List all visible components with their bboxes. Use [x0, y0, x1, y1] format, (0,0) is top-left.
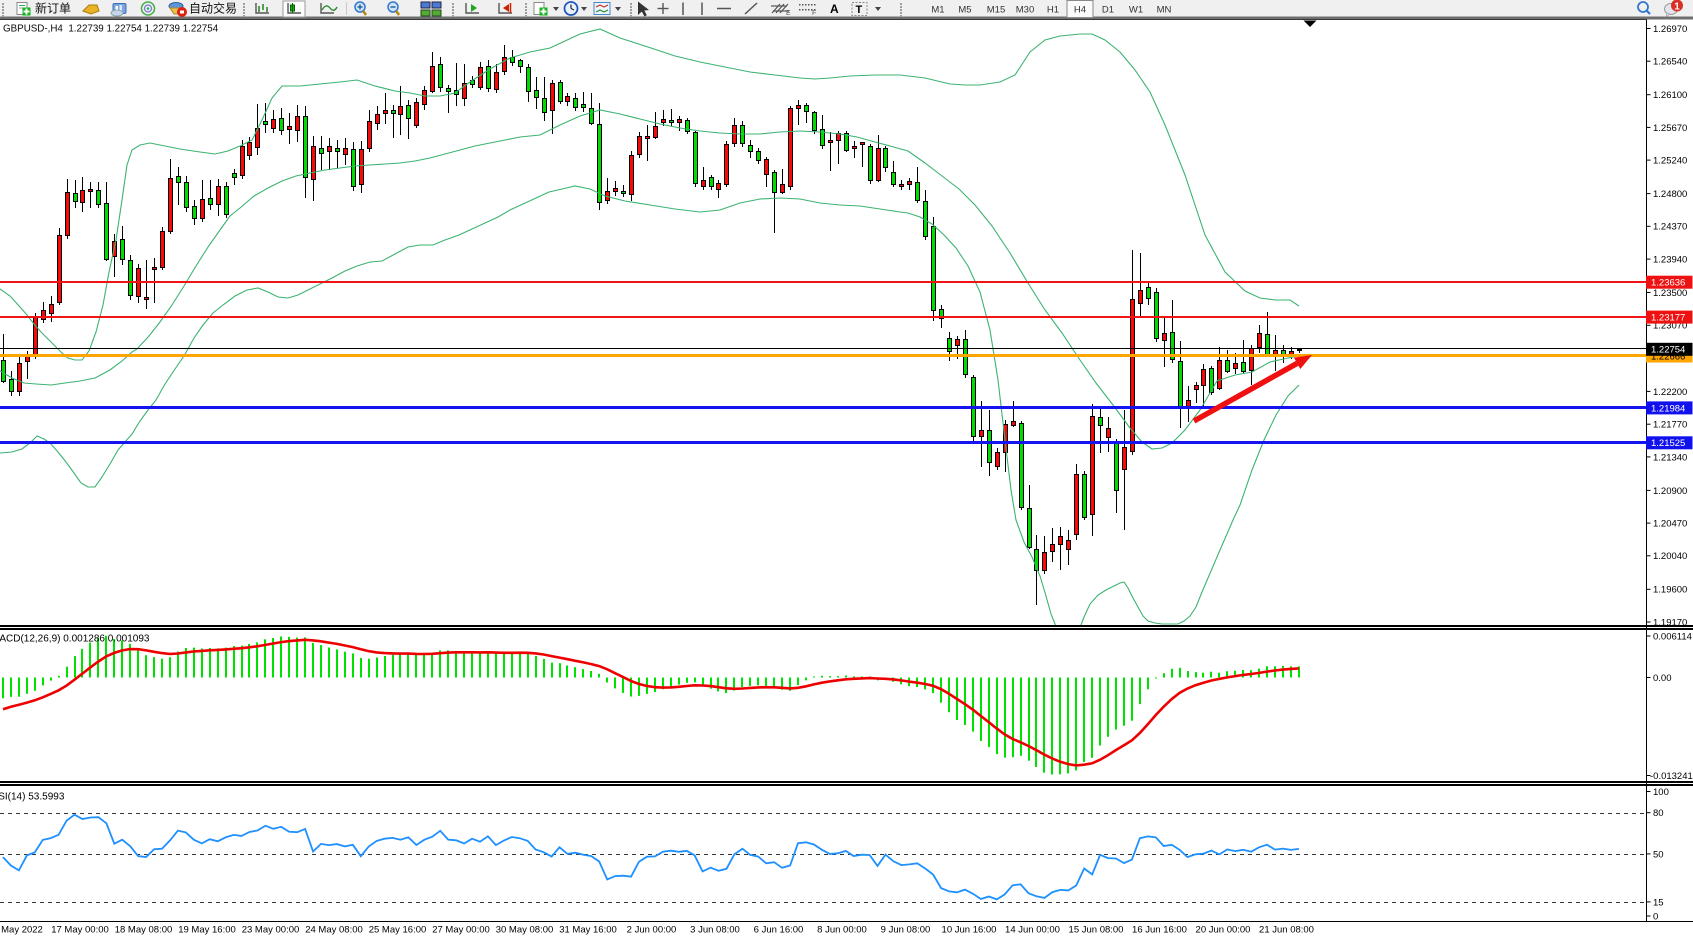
svg-text:21 Jun 08:00: 21 Jun 08:00 — [1259, 925, 1314, 936]
svg-text:H4: H4 — [1074, 5, 1086, 16]
svg-text:D1: D1 — [1102, 5, 1114, 16]
svg-text:1.19170: 1.19170 — [1653, 617, 1687, 628]
svg-text:T: T — [856, 4, 863, 16]
svg-text:1.25670: 1.25670 — [1653, 123, 1687, 134]
svg-text:19 May 16:00: 19 May 16:00 — [178, 925, 236, 936]
svg-text:M1: M1 — [931, 5, 944, 16]
svg-text:1.22200: 1.22200 — [1653, 387, 1687, 398]
svg-text:31 May 16:00: 31 May 16:00 — [559, 925, 617, 936]
svg-text:1.23636: 1.23636 — [1651, 278, 1685, 289]
svg-text:1.21340: 1.21340 — [1653, 452, 1687, 463]
svg-text:15: 15 — [1653, 897, 1664, 908]
svg-text:1.20470: 1.20470 — [1653, 519, 1687, 530]
svg-text:1.20040: 1.20040 — [1653, 551, 1687, 562]
svg-text:27 May 00:00: 27 May 00:00 — [432, 925, 490, 936]
svg-text:1.24800: 1.24800 — [1653, 189, 1687, 200]
svg-text:80: 80 — [1653, 808, 1664, 819]
svg-text:24 May 08:00: 24 May 08:00 — [305, 925, 363, 936]
svg-text:30 May 08:00: 30 May 08:00 — [496, 925, 554, 936]
svg-text:RSI(14) 53.5993: RSI(14) 53.5993 — [0, 792, 65, 803]
svg-text:10 Jun 16:00: 10 Jun 16:00 — [942, 925, 997, 936]
svg-text:M5: M5 — [958, 5, 971, 16]
svg-text:25 May 16:00: 25 May 16:00 — [369, 925, 427, 936]
svg-text:-0.013241: -0.013241 — [1650, 771, 1693, 782]
svg-text:1.21770: 1.21770 — [1653, 420, 1687, 431]
svg-text:1.19600: 1.19600 — [1653, 585, 1687, 596]
svg-text:1.23940: 1.23940 — [1653, 255, 1687, 266]
svg-text:1.26540: 1.26540 — [1653, 57, 1687, 68]
svg-text:新订单: 新订单 — [35, 1, 71, 16]
svg-text:6 Jun 16:00: 6 Jun 16:00 — [754, 925, 804, 936]
svg-text:GBPUSD-,H4 1.22739 1.22754 1.: GBPUSD-,H4 1.22739 1.22754 1.22739 1.227… — [3, 24, 219, 35]
svg-text:0: 0 — [1653, 911, 1658, 922]
svg-text:E: E — [786, 10, 791, 17]
svg-text:0.00: 0.00 — [1653, 673, 1672, 684]
svg-text:1: 1 — [1674, 2, 1680, 13]
svg-text:MACD(12,26,9) 0.001286 0.00109: MACD(12,26,9) 0.001286 0.001093 — [0, 634, 150, 645]
svg-text:H1: H1 — [1047, 5, 1059, 16]
svg-text:17 May 00:00: 17 May 00:00 — [51, 925, 109, 936]
svg-text:1.25240: 1.25240 — [1653, 156, 1687, 167]
svg-text:2 Jun 00:00: 2 Jun 00:00 — [627, 925, 677, 936]
svg-text:1.22754: 1.22754 — [1651, 345, 1685, 356]
svg-text:100: 100 — [1653, 787, 1669, 798]
svg-text:1.24370: 1.24370 — [1653, 222, 1687, 233]
svg-text:3 Jun 08:00: 3 Jun 08:00 — [690, 925, 740, 936]
svg-text:15 Jun 08:00: 15 Jun 08:00 — [1069, 925, 1124, 936]
svg-text:9 Jun 08:00: 9 Jun 08:00 — [881, 925, 931, 936]
svg-text:18 May 08:00: 18 May 08:00 — [115, 925, 173, 936]
svg-text:14 Jun 00:00: 14 Jun 00:00 — [1005, 925, 1060, 936]
svg-text:1.26100: 1.26100 — [1653, 90, 1687, 101]
svg-text:F: F — [812, 10, 816, 17]
svg-text:20 Jun 00:00: 20 Jun 00:00 — [1196, 925, 1251, 936]
svg-text:16 Jun 16:00: 16 Jun 16:00 — [1132, 925, 1187, 936]
svg-text:0.006114: 0.006114 — [1653, 631, 1692, 642]
svg-text:W1: W1 — [1129, 5, 1143, 16]
svg-text:8 Jun 00:00: 8 Jun 00:00 — [817, 925, 867, 936]
svg-text:1.20900: 1.20900 — [1653, 486, 1687, 497]
svg-text:A: A — [830, 2, 839, 16]
svg-text:1.22666: 1.22666 — [1651, 351, 1685, 362]
svg-text:自动交易: 自动交易 — [189, 1, 237, 16]
svg-text:M15: M15 — [987, 5, 1005, 16]
svg-text:1.23070: 1.23070 — [1653, 321, 1687, 332]
svg-text:23 May 00:00: 23 May 00:00 — [242, 925, 300, 936]
svg-text:1.21525: 1.21525 — [1651, 438, 1685, 449]
svg-text:May 2022: May 2022 — [1, 925, 43, 936]
svg-text:1.23500: 1.23500 — [1653, 288, 1687, 299]
svg-text:1.21984: 1.21984 — [1651, 403, 1685, 414]
svg-text:MN: MN — [1157, 5, 1172, 16]
svg-text:1.23177: 1.23177 — [1651, 313, 1685, 324]
svg-text:M30: M30 — [1016, 5, 1034, 16]
svg-text:1.26970: 1.26970 — [1653, 24, 1687, 35]
svg-text:50: 50 — [1653, 849, 1664, 860]
